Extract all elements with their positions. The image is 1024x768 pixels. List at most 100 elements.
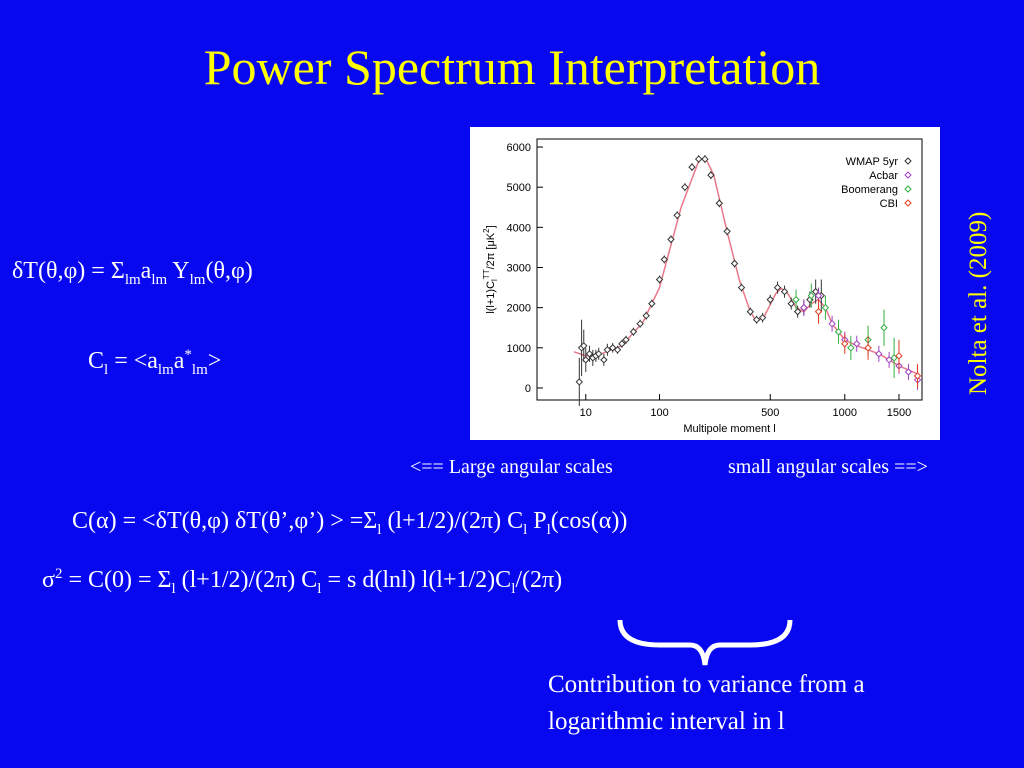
eq-text: = C(0) = Σ bbox=[62, 567, 172, 593]
legend-label: CBI bbox=[880, 198, 898, 210]
data-point bbox=[660, 255, 668, 264]
eq-sub: lm bbox=[191, 361, 208, 378]
y-axis-label-part: 2 bbox=[482, 228, 491, 233]
legend-label: WMAP 5yr bbox=[846, 156, 899, 168]
equation: Cl = <alma*lm> bbox=[88, 347, 221, 379]
x-axis-label: Multipole moment l bbox=[683, 423, 775, 435]
note-line: Contribution to variance from a bbox=[548, 671, 865, 698]
data-point bbox=[792, 295, 800, 304]
eq-text: a bbox=[173, 348, 185, 374]
data-point bbox=[904, 368, 913, 376]
data-point bbox=[814, 291, 823, 300]
data-point bbox=[895, 352, 903, 360]
y-tick-label: 0 bbox=[525, 383, 531, 395]
data-point bbox=[595, 350, 603, 358]
data-point bbox=[814, 307, 823, 316]
eq-sub: lm bbox=[151, 271, 168, 288]
data-point bbox=[737, 283, 746, 292]
eq-text: Y bbox=[167, 258, 190, 284]
eq-text: (l+1/2)/(2π) C bbox=[175, 567, 318, 593]
data-point bbox=[890, 354, 898, 362]
eq-sub: l bbox=[511, 580, 516, 597]
eq-text: (l+1/2)/(2π) C bbox=[381, 508, 524, 534]
eq-sub: lm bbox=[124, 271, 141, 288]
data-point bbox=[752, 315, 761, 324]
eq-sub: l bbox=[377, 521, 382, 538]
data-point bbox=[636, 320, 644, 328]
y-axis-label-part: TT bbox=[482, 269, 491, 279]
data-point bbox=[629, 328, 638, 336]
legend-marker bbox=[904, 157, 912, 165]
chart-background bbox=[470, 127, 940, 440]
data-point bbox=[800, 303, 808, 312]
eq-sub: lm bbox=[189, 271, 206, 288]
eq-text: = <a bbox=[108, 348, 158, 374]
x-tick-label: 10 bbox=[580, 407, 592, 419]
data-point bbox=[673, 211, 681, 219]
note-line: logarithmic interval in l bbox=[548, 708, 785, 735]
data-point bbox=[853, 340, 861, 348]
data-point bbox=[667, 235, 675, 244]
data-point bbox=[847, 344, 855, 352]
data-point bbox=[811, 287, 820, 296]
data-point bbox=[834, 328, 843, 336]
data-point bbox=[655, 275, 664, 284]
data-point bbox=[642, 311, 650, 320]
y-tick-label: 3000 bbox=[507, 262, 531, 274]
data-point bbox=[715, 199, 724, 207]
eq-sub: l bbox=[523, 521, 528, 538]
data-point bbox=[648, 299, 656, 308]
y-tick-label: 5000 bbox=[507, 182, 531, 194]
data-point bbox=[694, 155, 703, 163]
plot-frame bbox=[536, 138, 923, 401]
y-axis-label-part: ] bbox=[485, 225, 497, 228]
eq-text: σ bbox=[42, 567, 55, 593]
x-tick-label: 100 bbox=[650, 407, 668, 419]
legend-label: Boomerang bbox=[841, 184, 898, 196]
brace bbox=[617, 619, 793, 666]
data-point bbox=[688, 163, 696, 171]
eq-text: P bbox=[527, 508, 547, 534]
data-point bbox=[575, 378, 584, 386]
data-point bbox=[603, 346, 612, 354]
data-point bbox=[793, 307, 802, 316]
eq-sub: l bbox=[317, 580, 322, 597]
x-tick-label: 1500 bbox=[887, 407, 911, 419]
data-point bbox=[875, 350, 883, 358]
eq-sub: lm bbox=[157, 361, 174, 378]
legend-marker bbox=[904, 199, 912, 207]
eq-text: C bbox=[88, 348, 105, 374]
data-point bbox=[618, 340, 626, 348]
data-point bbox=[841, 340, 849, 348]
eq-text: (θ,φ) bbox=[205, 258, 253, 284]
legend-marker bbox=[904, 171, 912, 179]
data-point bbox=[608, 344, 617, 352]
data-point bbox=[766, 295, 774, 304]
data-point bbox=[681, 183, 689, 191]
y-axis-label-part: l bbox=[490, 279, 499, 281]
data-point bbox=[613, 346, 622, 354]
eq-sub: l bbox=[171, 580, 176, 597]
data-point bbox=[730, 259, 739, 268]
data-point bbox=[723, 227, 731, 236]
data-point bbox=[746, 307, 755, 316]
data-point bbox=[807, 291, 816, 300]
scale-caption: <== Large angular scales bbox=[410, 456, 613, 478]
x-tick-label: 1000 bbox=[833, 407, 857, 419]
y-tick-label: 4000 bbox=[507, 222, 531, 234]
data-point bbox=[787, 299, 795, 308]
eq-text: = s d(lnl) l(l+1/2)C bbox=[321, 567, 512, 593]
y-tick-label: 1000 bbox=[507, 343, 531, 355]
equation: δT(θ,φ) = Σlmalm Ylm(θ,φ) bbox=[12, 258, 253, 289]
data-point bbox=[773, 283, 782, 292]
y-axis-label-part: /2π [μK bbox=[485, 232, 497, 269]
eq-sub: l bbox=[546, 521, 551, 538]
eq-text: C(α) = <δT(θ,φ) δT(θ’,φ’) > =Σ bbox=[72, 508, 378, 534]
equation: σ2 = C(0) = Σl (l+1/2)/(2π) Cl = s d(lnl… bbox=[42, 566, 562, 598]
data-point bbox=[885, 356, 893, 364]
eq-text: δT(θ,φ) = Σ bbox=[12, 258, 125, 284]
slide-title: Power Spectrum Interpretation bbox=[203, 39, 821, 95]
eq-text: a bbox=[140, 258, 152, 284]
